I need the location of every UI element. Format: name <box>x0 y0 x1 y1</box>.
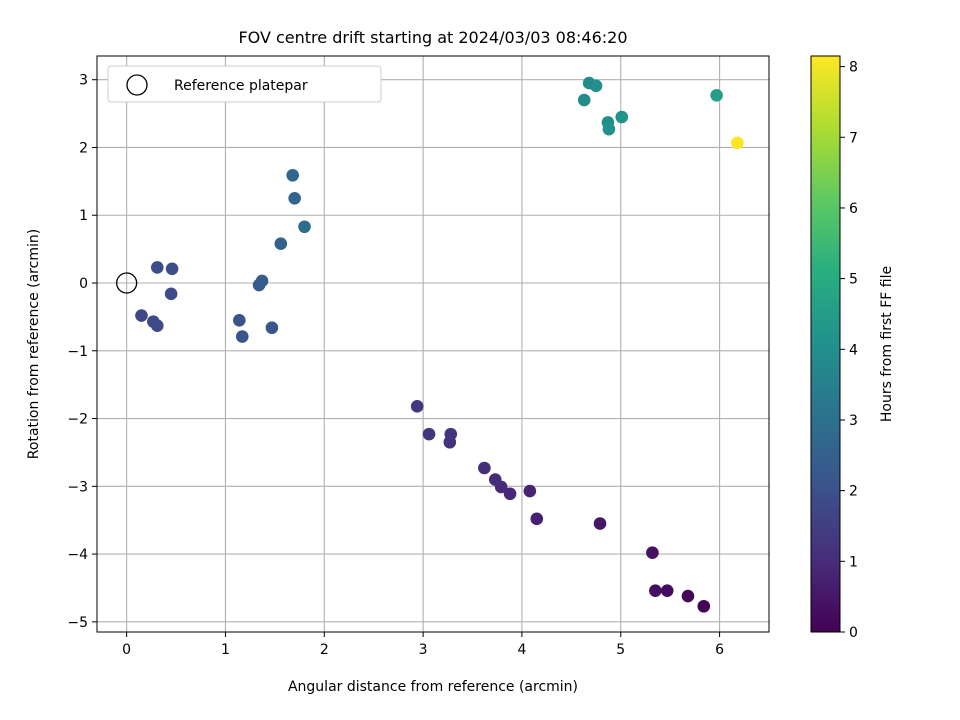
legend-reference-label: Reference platepar <box>174 78 308 94</box>
y-tick-label: −2 <box>67 412 88 428</box>
data-point <box>478 461 491 475</box>
colorbar-tick-label: 5 <box>849 272 858 288</box>
data-point <box>710 89 723 102</box>
y-tick-label: −3 <box>67 479 88 495</box>
reference-marker <box>115 272 138 294</box>
data-point <box>150 319 164 333</box>
colorbar: 0 1 2 3 4 5 6 7 8 Hours from first FF file <box>810 55 895 641</box>
data-point <box>422 427 436 441</box>
y-tick-label: 0 <box>79 276 88 292</box>
data-point <box>286 168 299 182</box>
data-point <box>444 427 458 441</box>
data-point <box>255 274 269 288</box>
x-tick-label: 0 <box>122 642 131 658</box>
data-point <box>233 313 246 327</box>
y-tick-label: 3 <box>79 73 88 89</box>
colorbar-label: Hours from first FF file <box>879 266 895 422</box>
data-point <box>274 237 288 251</box>
data-point <box>649 584 662 597</box>
legend-box <box>107 65 382 103</box>
data-point <box>164 287 178 301</box>
data-point <box>298 220 311 234</box>
colorbar-ticks: 0 1 2 3 4 5 6 7 8 <box>840 60 858 641</box>
x-tick-label: 2 <box>320 642 329 658</box>
colorbar-tick-label: 8 <box>849 60 858 76</box>
data-point <box>150 261 164 274</box>
y-axis-ticks: −5 −4 −3 −2 −1 0 1 2 3 <box>67 73 97 631</box>
data-point <box>503 487 517 501</box>
x-axis-ticks: 0 1 2 3 4 5 6 <box>122 632 724 658</box>
y-tick-label: 2 <box>79 140 88 156</box>
colorbar-tick-label: 7 <box>849 130 858 146</box>
data-point <box>646 546 659 560</box>
y-axis-label: Rotation from reference (arcmin) <box>26 229 42 459</box>
grid-lines <box>97 56 769 632</box>
colorbar-tick-label: 3 <box>849 413 858 429</box>
data-point <box>660 584 674 597</box>
plot-frame <box>96 55 770 633</box>
x-tick-label: 3 <box>419 642 428 658</box>
data-point <box>488 473 502 486</box>
reference-marker-group <box>115 272 138 294</box>
colorbar-tick-label: 6 <box>849 201 858 217</box>
data-point <box>577 93 591 107</box>
data-point <box>731 136 744 150</box>
y-tick-label: −5 <box>67 615 88 631</box>
x-tick-label: 6 <box>715 642 724 658</box>
data-point <box>288 192 301 205</box>
y-tick-label: 1 <box>79 208 88 224</box>
legend: Reference platepar <box>107 65 382 103</box>
x-tick-label: 1 <box>221 642 230 658</box>
data-point <box>265 321 279 335</box>
data-point <box>235 330 249 343</box>
x-axis-label: Angular distance from reference (arcmin) <box>288 679 578 695</box>
data-point <box>589 79 603 93</box>
data-point <box>410 400 424 413</box>
data-point <box>135 309 148 322</box>
y-tick-label: −1 <box>67 344 88 360</box>
data-point <box>697 599 711 613</box>
x-tick-label: 5 <box>616 642 625 658</box>
x-tick-label: 4 <box>517 642 526 658</box>
colorbar-tick-label: 1 <box>849 554 858 570</box>
colorbar-tick-label: 2 <box>849 484 858 500</box>
data-point <box>165 262 179 276</box>
chart-title: FOV centre drift starting at 2024/03/03 … <box>238 28 627 47</box>
colorbar-gradient <box>811 56 840 632</box>
data-point <box>615 110 629 124</box>
colorbar-frame <box>810 55 841 633</box>
data-point <box>593 517 607 530</box>
colorbar-tick-label: 4 <box>849 342 858 358</box>
legend-reference-marker <box>126 74 148 96</box>
data-point <box>523 484 537 498</box>
data-point <box>602 122 616 136</box>
data-points <box>135 76 744 613</box>
colorbar-tick-label: 0 <box>849 625 858 641</box>
data-point <box>681 589 695 603</box>
y-tick-label: −4 <box>67 547 88 563</box>
data-point <box>530 512 544 526</box>
